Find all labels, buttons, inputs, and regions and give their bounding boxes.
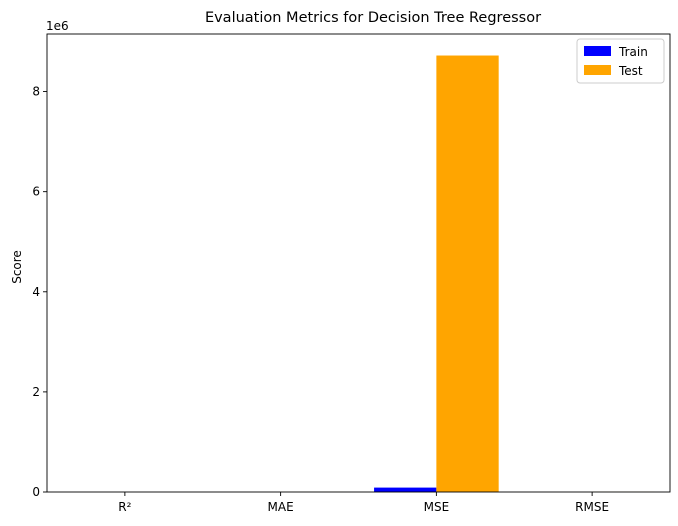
y-tick-label-1: 2 xyxy=(32,385,40,399)
x-tick-label-3: RMSE xyxy=(575,500,609,514)
y-axis-offset-label: 1e6 xyxy=(46,19,69,33)
y-tick-label-4: 8 xyxy=(32,85,40,99)
bar-test-2 xyxy=(436,55,499,492)
legend: Train Test xyxy=(576,38,665,84)
legend-label-test: Test xyxy=(618,64,643,78)
x-tick-label-2: MSE xyxy=(424,500,450,514)
y-axis-label: Score xyxy=(10,250,24,284)
legend-label-train: Train xyxy=(618,45,648,59)
x-tick-label-1: MAE xyxy=(268,500,294,514)
x-tick-label-0: R² xyxy=(118,500,131,514)
legend-swatch-train xyxy=(584,46,611,56)
bar-train-2 xyxy=(374,487,437,492)
chart-title: Evaluation Metrics for Decision Tree Reg… xyxy=(205,10,541,26)
y-tick-label-3: 6 xyxy=(32,185,40,199)
y-tick-label-0: 0 xyxy=(32,485,40,499)
bars-layer xyxy=(62,55,655,492)
plot-frame xyxy=(46,33,671,493)
ticks-layer: 0 2 4 6 8 R² MAE MSE RMSE xyxy=(32,85,609,514)
y-tick-label-2: 4 xyxy=(32,285,40,299)
legend-swatch-test xyxy=(584,65,611,75)
